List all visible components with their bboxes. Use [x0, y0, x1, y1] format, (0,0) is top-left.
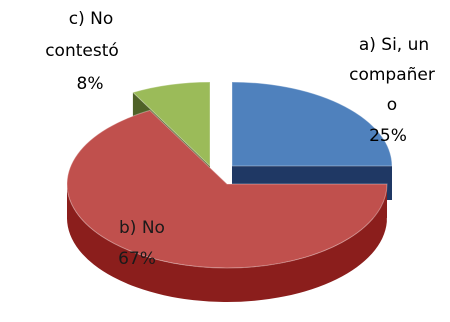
slice-label-a: a) Si, un compañer o 25% — [349, 35, 435, 146]
label-a-percent: 25% — [369, 126, 407, 146]
slice-label-c: c) No contestó 8% — [45, 9, 119, 94]
slice-b-wall-0 — [67, 184, 387, 303]
slice-b-top — [66, 109, 388, 269]
slice-a-top — [231, 81, 393, 167]
label-b-percent: 67% — [118, 249, 156, 269]
slice-label-b: b) No 67% — [118, 218, 165, 269]
label-a-line3: o — [387, 95, 397, 115]
label-c-percent: 8% — [77, 74, 104, 94]
label-b-line1: b) No — [119, 218, 165, 238]
pie-tops — [66, 81, 393, 269]
slice-c-top — [131, 81, 211, 168]
label-c-line2: contestó — [45, 41, 119, 61]
label-a-line2: compañer — [349, 65, 435, 85]
label-a-line1: a) Si, un — [359, 35, 429, 55]
label-c-line1: c) No — [69, 9, 114, 29]
